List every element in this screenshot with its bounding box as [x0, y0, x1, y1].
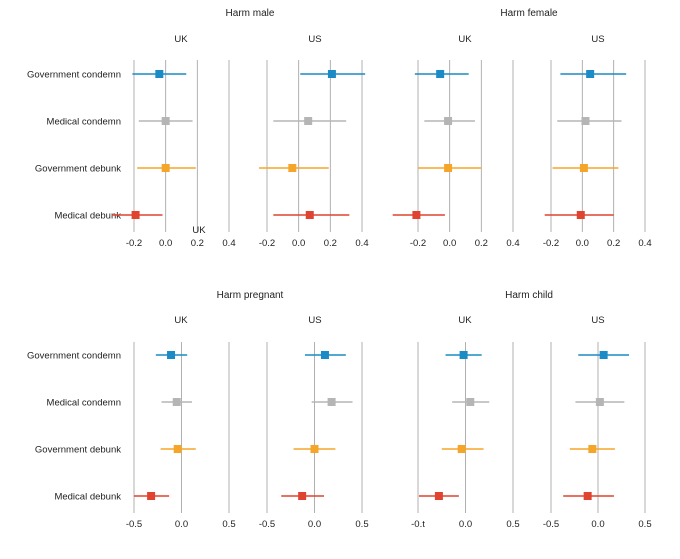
point-estimate [167, 351, 176, 359]
tick-label: 0.0 [292, 238, 305, 249]
point-estimate [310, 445, 319, 453]
point-estimate [434, 492, 443, 500]
tick-label: -0.t [411, 519, 425, 530]
point-estimate [466, 398, 475, 406]
tick-label: -0.2 [126, 238, 142, 249]
facet-label: US [591, 315, 604, 326]
row-label-medical-debunk: Medical debunk [54, 492, 121, 503]
point-estimate [172, 398, 181, 406]
facet-label: US [591, 34, 604, 45]
point-estimate [595, 398, 604, 406]
point-estimate [288, 164, 297, 172]
point-estimate [161, 164, 170, 172]
point-estimate [155, 70, 164, 78]
tick-label: 0.4 [506, 238, 519, 249]
row-label-government-condemn: Government condemn [27, 351, 121, 362]
tick-label: 0.5 [638, 519, 651, 530]
point-estimate [579, 164, 588, 172]
point-estimate [583, 492, 592, 500]
facet-label: UK [174, 315, 188, 326]
tick-label: 0.0 [591, 519, 604, 530]
chart-marks [111, 70, 630, 500]
point-estimate [305, 211, 314, 219]
point-estimate [147, 492, 156, 500]
tick-label: -0.2 [410, 238, 426, 249]
facet-label: US [308, 34, 321, 45]
point-estimate [436, 70, 445, 78]
row-label-government-debunk: Government debunk [35, 445, 121, 456]
point-estimate [161, 117, 170, 125]
point-estimate [304, 117, 313, 125]
point-estimate [298, 492, 307, 500]
tick-label: 0.0 [443, 238, 456, 249]
row-label-medical-condemn: Medical condemn [47, 117, 121, 128]
tick-label: 0.0 [459, 519, 472, 530]
tick-label: 0.4 [638, 238, 651, 249]
point-estimate [586, 70, 595, 78]
facet-label: UK [458, 34, 472, 45]
facet-label: UK [458, 315, 472, 326]
point-estimate [327, 398, 336, 406]
panel-title: Harm male [226, 8, 275, 19]
facet-labels: UK US UK US UK US UK US [174, 34, 604, 326]
panel-title: Harm child [505, 290, 553, 301]
tick-label: 0.0 [159, 238, 172, 249]
tick-label: -0.5 [259, 519, 275, 530]
row-label-medical-condemn: Medical condemn [47, 398, 121, 409]
tick-label: -0.5 [543, 519, 559, 530]
tick-label: -0.2 [543, 238, 559, 249]
panel-title: Harm pregnant [217, 290, 284, 301]
point-estimate [459, 351, 468, 359]
point-estimate [581, 117, 590, 125]
tick-label: 0.5 [355, 519, 368, 530]
annotation-label: UK [192, 225, 206, 236]
grid-lines [133, 60, 646, 513]
panel-title: Harm female [500, 8, 558, 19]
tick-label: 0.2 [191, 238, 204, 249]
tick-label: 0.0 [308, 519, 321, 530]
tick-label: 0.4 [222, 238, 235, 249]
facet-label: UK [174, 34, 188, 45]
point-estimate [320, 351, 329, 359]
row-labels: Government condemn Medical condemn Governm… [27, 70, 121, 503]
row-label-medical-debunk: Medical debunk [54, 211, 121, 222]
tick-label: 0.0 [576, 238, 589, 249]
tick-label: 0.5 [506, 519, 519, 530]
tick-label: 0.2 [475, 238, 488, 249]
tick-label: -0.5 [126, 519, 142, 530]
row-label-government-debunk: Government debunk [35, 164, 121, 175]
facet-label: US [308, 315, 321, 326]
point-estimate [599, 351, 608, 359]
point-estimate [444, 117, 453, 125]
tick-label: 0.4 [355, 238, 368, 249]
point-estimate [457, 445, 466, 453]
tick-label: -0.2 [259, 238, 275, 249]
tick-label: 0.5 [222, 519, 235, 530]
tick-label: 0.0 [175, 519, 188, 530]
row-label-government-condemn: Government condemn [27, 70, 121, 81]
tick-label: 0.2 [324, 238, 337, 249]
point-estimate [412, 211, 421, 219]
point-estimate [327, 70, 336, 78]
point-estimate [576, 211, 585, 219]
point-estimate [588, 445, 597, 453]
point-estimate [173, 445, 182, 453]
point-estimate [444, 164, 453, 172]
tick-label: 0.2 [607, 238, 620, 249]
point-estimate [131, 211, 140, 219]
panel-titles: Harm male Harm female Harm pregnant Harm ch… [217, 8, 558, 301]
tick-labels: -0.2 0.0 0.2 0.4 -0.2 0.0 0.2 0.4 UK -0.2 0.0 0.2 0.… [126, 225, 652, 530]
